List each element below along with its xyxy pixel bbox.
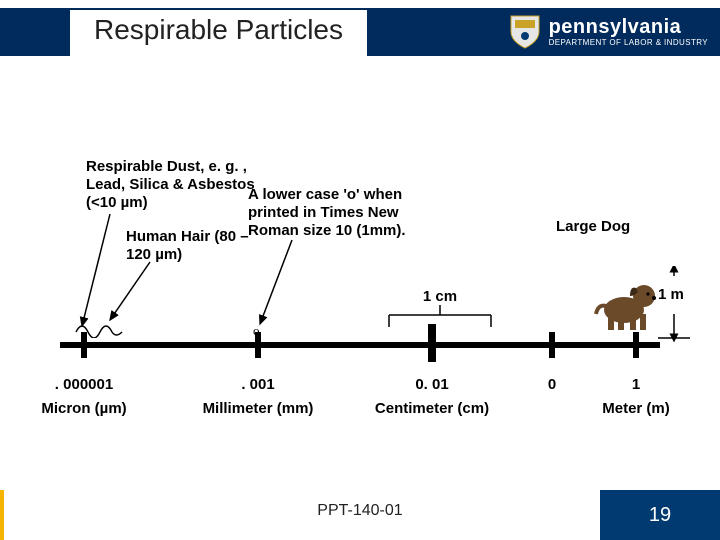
page-number: 19 xyxy=(600,490,720,540)
scale-number-line xyxy=(60,330,660,360)
brand-block: pennsylvania DEPARTMENT OF LABOR & INDUS… xyxy=(509,14,708,50)
scale-unit: Centimeter (cm) xyxy=(362,400,502,417)
brand-shield-icon xyxy=(509,14,541,50)
scale-tick xyxy=(428,324,436,362)
callout-respirable-dust: Respirable Dust, e. g. , Lead, Silica & … xyxy=(86,158,256,212)
scale-unit: Meter (m) xyxy=(566,400,706,417)
scale-value: 0. 01 xyxy=(382,376,482,393)
one-cm-label: 1 cm xyxy=(385,288,495,305)
dog-icon xyxy=(592,264,662,334)
callout-letter-o: A lower case 'o' when printed in Times N… xyxy=(248,186,448,240)
scale-value: . 000001 xyxy=(34,376,134,393)
callout-large-dog: Large Dog xyxy=(556,218,676,236)
scale-tick xyxy=(255,332,261,358)
slide-title: Respirable Particles xyxy=(70,10,367,56)
scale-value: . 001 xyxy=(208,376,308,393)
brand-dept: DEPARTMENT OF LABOR & INDUSTRY xyxy=(549,39,708,47)
brand-state: pennsylvania xyxy=(549,17,708,37)
scale-tick xyxy=(549,332,555,358)
one-cm-bracket: 1 cm xyxy=(385,288,495,334)
one-cm-bracket-icon xyxy=(385,305,495,329)
scale-unit: Micron (µm) xyxy=(14,400,154,417)
scale-tick xyxy=(81,332,87,358)
scale-tick xyxy=(633,332,639,358)
slide: Respirable Particles pennsylvania DEPART… xyxy=(0,0,720,540)
scale-value: 1 xyxy=(586,376,686,393)
scale-unit: Millimeter (mm) xyxy=(188,400,328,417)
scale-axis xyxy=(60,342,660,348)
